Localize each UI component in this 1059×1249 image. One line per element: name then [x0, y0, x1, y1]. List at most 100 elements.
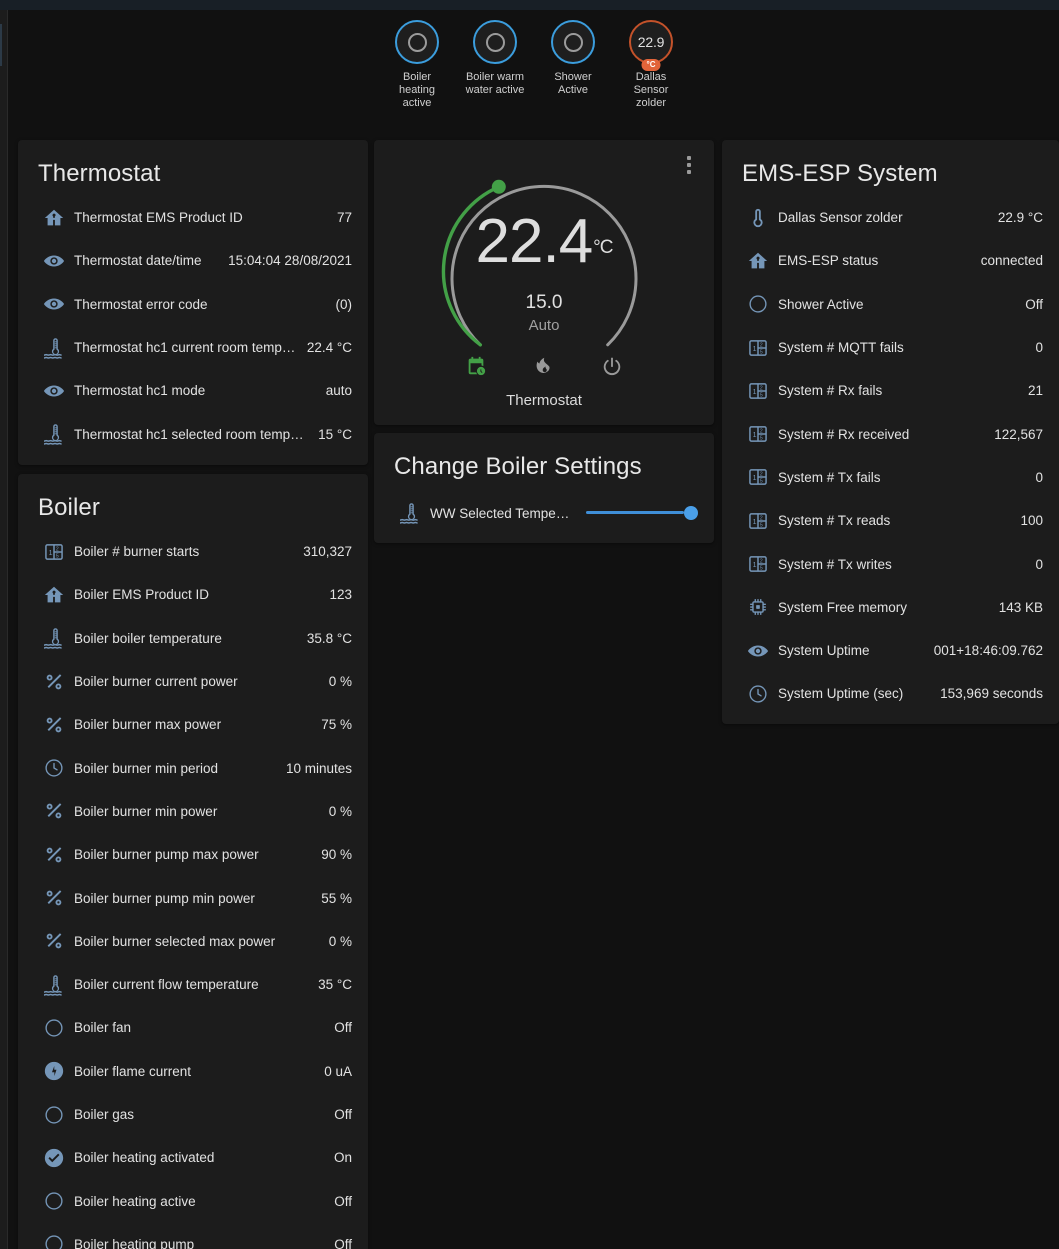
boiler-row-label: Boiler burner pump min power [74, 890, 255, 906]
thermostat-card: Thermostat Thermostat EMS Product ID 77 Th… [18, 140, 368, 465]
system-row-label: System # Rx fails [778, 383, 883, 399]
boiler-row-label: Boiler heating active [74, 1193, 196, 1209]
calendar-clock-icon[interactable] [465, 355, 487, 382]
list-item[interactable]: EMS-ESP status connected [738, 239, 1043, 282]
svg-text:2: 2 [760, 559, 763, 565]
badge-state-circle[interactable] [473, 20, 517, 64]
badge-state-circle[interactable] [551, 20, 595, 64]
boiler-row-value: 35 °C [318, 977, 352, 993]
ww-selected-temperature-row: WW Selected Temperat… [374, 493, 714, 533]
list-item[interactable]: System Uptime (sec) 153,969 seconds [738, 672, 1043, 715]
list-item[interactable]: Boiler heating active Off [34, 1179, 352, 1222]
list-item[interactable]: Boiler current flow temperature 35 °C [34, 963, 352, 1006]
badge-2[interactable]: Shower Active [539, 20, 607, 97]
circle-outline-icon [34, 1233, 74, 1249]
browser-top-bar [0, 0, 1059, 10]
svg-text:5: 5 [760, 349, 763, 355]
list-item[interactable]: 1 2 5 Boiler # burner starts 310,327 [34, 530, 352, 573]
list-item[interactable]: Shower Active Off [738, 283, 1043, 326]
boiler-row-value: 310,327 [303, 544, 352, 560]
clock-icon [34, 757, 74, 779]
list-item[interactable]: Boiler burner max power 75 % [34, 703, 352, 746]
list-item[interactable]: Boiler burner min period 10 minutes [34, 746, 352, 789]
list-item[interactable]: System Uptime 001+18:46:09.762 [738, 629, 1043, 672]
badge-state-circle[interactable] [395, 20, 439, 64]
system-row-value: 0 [1035, 340, 1043, 356]
list-item[interactable]: Boiler burner pump min power 55 % [34, 876, 352, 919]
boiler-settings-card-title: Change Boiler Settings [394, 453, 642, 480]
list-item[interactable]: Dallas Sensor zolder 22.9 °C [738, 196, 1043, 239]
badge-value: 22.9 [637, 34, 665, 50]
chip-icon [738, 596, 778, 618]
ems-esp-system-rows: Dallas Sensor zolder 22.9 °C EMS-ESP statu… [722, 196, 1059, 724]
percent-icon [34, 930, 74, 952]
left-rail-active-indicator [0, 24, 2, 66]
app-left-rail[interactable] [0, 10, 8, 1249]
list-item[interactable]: Boiler gas Off [34, 1093, 352, 1136]
list-item[interactable]: Boiler burner selected max power 0 % [34, 920, 352, 963]
power-icon[interactable] [601, 355, 623, 382]
list-item[interactable]: Thermostat date/time 15:04:04 28/08/2021 [34, 239, 352, 282]
ems-esp-system-card-title: EMS-ESP System [742, 160, 938, 187]
kebab-menu-icon[interactable] [678, 152, 700, 178]
system-row-value: 0 [1035, 469, 1043, 485]
badge-0[interactable]: Boiler heating active [383, 20, 451, 110]
fire-icon[interactable] [533, 355, 555, 382]
circle-outline-icon [34, 1104, 74, 1126]
thermostat-row-label: Thermostat hc1 selected room temper… [74, 426, 316, 442]
list-item[interactable]: System Free memory 143 KB [738, 586, 1043, 629]
home-thermometer-icon [34, 207, 74, 229]
boiler-row-label: Boiler burner current power [74, 674, 238, 690]
list-item[interactable]: Boiler flame current 0 uA [34, 1050, 352, 1093]
list-item[interactable]: Boiler boiler temperature 35.8 °C [34, 617, 352, 660]
system-row-value: 001+18:46:09.762 [933, 643, 1043, 659]
list-item[interactable]: 1 2 5 System # Tx writes 0 [738, 542, 1043, 585]
system-row-value: 122,567 [994, 426, 1043, 442]
svg-text:1: 1 [753, 476, 757, 483]
list-item[interactable]: 1 2 5 System # Tx reads 100 [738, 499, 1043, 542]
list-item[interactable]: Thermostat hc1 mode auto [34, 369, 352, 412]
list-item[interactable]: 1 2 5 System # Rx received 122,567 [738, 412, 1043, 455]
badge-unit: °C [641, 59, 661, 71]
eye-icon [34, 250, 74, 272]
badge-value-circle[interactable]: 22.9 °C [629, 20, 673, 71]
svg-text:2: 2 [760, 386, 763, 392]
boiler-settings-card: Change Boiler Settings WW Selected Tempe… [374, 433, 714, 543]
thermostat-row-label: Thermostat EMS Product ID [74, 210, 243, 226]
system-row-label: EMS-ESP status [778, 253, 879, 269]
system-row-value: 143 KB [998, 599, 1043, 615]
thermostat-rows: Thermostat EMS Product ID 77 Thermostat da… [18, 196, 368, 464]
list-item[interactable]: Boiler heating pump Off [34, 1223, 352, 1249]
thermostat-row-value: 77 [336, 210, 352, 226]
slider-thumb[interactable] [684, 506, 698, 520]
list-item[interactable]: 1 2 5 System # Rx fails 21 [738, 369, 1043, 412]
eye-icon [738, 640, 778, 662]
list-item[interactable]: Boiler burner current power 0 % [34, 660, 352, 703]
list-item[interactable]: Thermostat EMS Product ID 77 [34, 196, 352, 239]
list-item[interactable]: Boiler fan Off [34, 1006, 352, 1049]
list-item[interactable]: Thermostat hc1 selected room temper… 15 °… [34, 412, 352, 455]
thermostat-row-value: (0) [335, 296, 353, 312]
circle-outline-icon [485, 32, 505, 52]
percent-icon [34, 800, 74, 822]
thermostat-dial[interactable] [434, 160, 654, 370]
boiler-row-label: Boiler burner selected max power [74, 933, 276, 949]
badge-1[interactable]: Boiler warm water active [461, 20, 529, 97]
boiler-row-value: On [333, 1150, 352, 1166]
list-item[interactable]: Boiler burner pump max power 90 % [34, 833, 352, 876]
list-item[interactable]: Boiler EMS Product ID 123 [34, 573, 352, 616]
ww-selected-temperature-slider[interactable] [586, 500, 698, 526]
list-item[interactable]: 1 2 5 System # Tx fails 0 [738, 456, 1043, 499]
list-item[interactable]: Thermostat hc1 current room temper… 22.4 … [34, 326, 352, 369]
svg-text:1: 1 [753, 562, 757, 569]
badge-3[interactable]: 22.9 °C Dallas Sensor zolder [617, 20, 685, 110]
list-item[interactable]: Boiler burner min power 0 % [34, 790, 352, 833]
list-item[interactable]: Boiler heating activated On [34, 1136, 352, 1179]
list-item[interactable]: 1 2 5 System # MQTT fails 0 [738, 326, 1043, 369]
list-item[interactable]: Thermostat error code (0) [34, 283, 352, 326]
thermostat-row-value: 15 °C [318, 426, 352, 442]
